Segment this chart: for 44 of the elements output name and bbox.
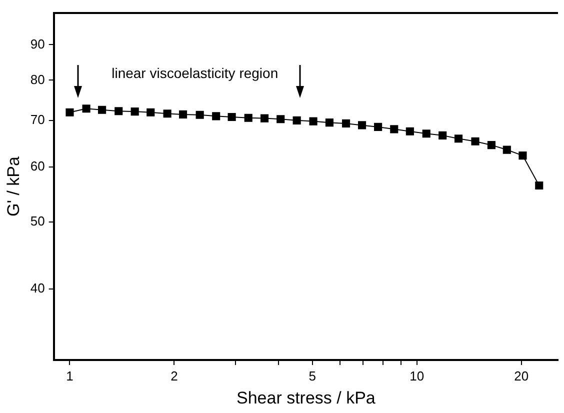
x-tick-label: 20	[514, 368, 529, 384]
point	[390, 125, 398, 134]
point	[471, 137, 480, 146]
point	[518, 152, 527, 160]
point	[422, 130, 430, 138]
point	[502, 146, 511, 154]
point	[276, 115, 285, 124]
point	[163, 110, 172, 118]
y-axis-title: G' / kPa	[4, 156, 23, 216]
point	[358, 121, 366, 130]
point	[374, 122, 382, 131]
x-tick-label: 5	[308, 368, 316, 384]
x-tick-label: 2	[170, 368, 178, 384]
point	[292, 116, 301, 124]
point	[98, 106, 106, 114]
point	[342, 119, 350, 128]
point	[66, 108, 74, 116]
point	[406, 127, 414, 136]
point	[454, 134, 463, 143]
x-tick-label: 1	[66, 368, 74, 384]
y-tick-label: 60	[30, 158, 45, 174]
y-tick-label: 50	[30, 213, 45, 228]
annotation: linear viscoelasticity region	[112, 64, 278, 81]
point	[146, 108, 155, 116]
point	[487, 141, 496, 150]
point	[82, 104, 90, 113]
point	[114, 107, 123, 116]
point	[212, 112, 220, 120]
point	[438, 131, 447, 140]
x-tick-label: 10	[410, 368, 424, 384]
x-axis-title: Shear stress / kPa	[236, 388, 376, 408]
point	[228, 112, 236, 122]
point	[260, 114, 269, 122]
point	[309, 117, 318, 126]
y-tick-label: 90	[30, 36, 45, 52]
y-tick-label: 80	[30, 72, 45, 87]
point	[178, 110, 188, 119]
point	[244, 114, 252, 122]
point	[196, 110, 204, 119]
point	[535, 181, 544, 190]
y-tick-label: 40	[30, 280, 45, 296]
point	[325, 118, 334, 127]
point	[130, 107, 139, 116]
y-tick-label: 70	[30, 112, 45, 128]
